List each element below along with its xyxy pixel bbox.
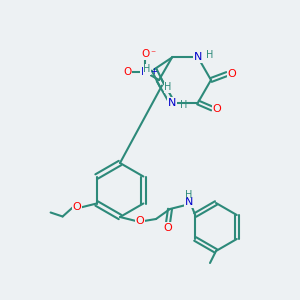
Text: H: H (164, 82, 172, 92)
Text: O: O (72, 202, 81, 212)
Text: O: O (164, 223, 172, 233)
Text: H: H (185, 190, 193, 200)
Text: N: N (194, 52, 202, 62)
Text: +: + (150, 67, 157, 76)
Text: H: H (180, 100, 188, 110)
Text: O: O (123, 67, 131, 77)
Text: H: H (206, 50, 213, 61)
Text: O: O (228, 69, 236, 79)
Text: N: N (168, 98, 176, 107)
Text: O: O (213, 103, 221, 113)
Text: O: O (141, 49, 149, 59)
Text: N: N (185, 197, 193, 207)
Text: N: N (141, 67, 149, 77)
Text: ⁻: ⁻ (150, 49, 155, 59)
Text: H: H (143, 64, 151, 74)
Text: O: O (136, 216, 144, 226)
